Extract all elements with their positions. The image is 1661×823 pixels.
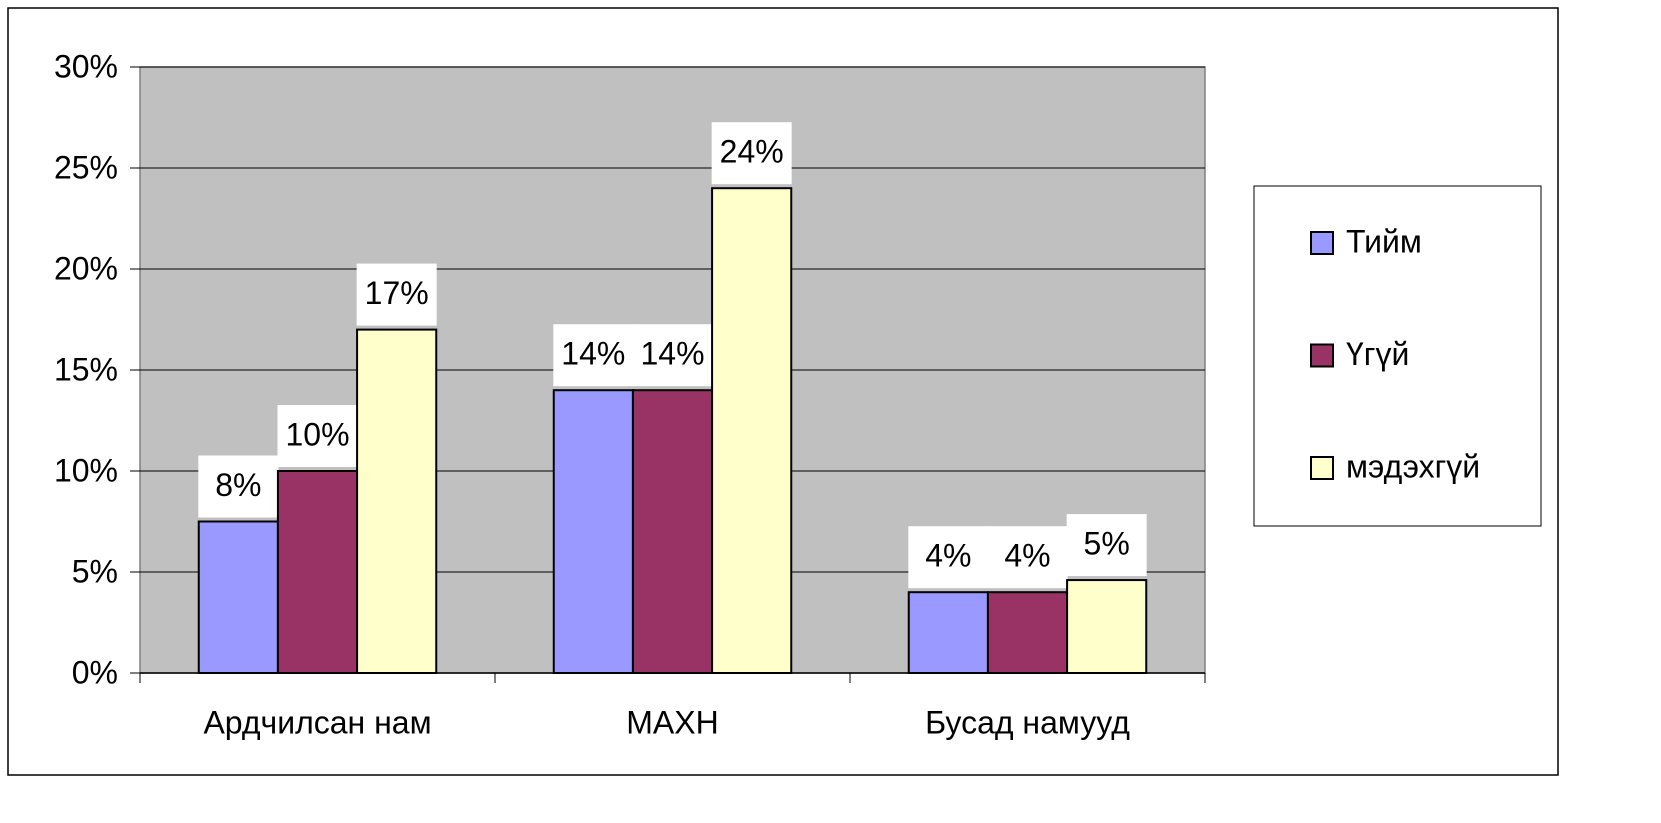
legend-label: мэдэхгүй xyxy=(1346,448,1480,484)
data-label: 8% xyxy=(215,467,261,503)
data-label: 17% xyxy=(365,275,429,311)
data-label: 10% xyxy=(285,416,349,452)
data-label: 24% xyxy=(720,134,784,170)
data-label-bg xyxy=(277,405,358,467)
y-tick-label: 15% xyxy=(54,351,118,387)
data-label-bg xyxy=(356,263,437,326)
data-label: 14% xyxy=(640,336,704,372)
x-tick-label: МАХН xyxy=(626,704,718,740)
legend-swatch xyxy=(1310,343,1334,368)
data-label-bg xyxy=(711,122,792,185)
y-tick-label: 25% xyxy=(54,149,118,185)
bar xyxy=(907,591,989,675)
y-tick-label: 20% xyxy=(54,250,118,286)
bar xyxy=(711,187,793,674)
data-label-bg xyxy=(553,324,634,387)
y-tick-label: 0% xyxy=(72,654,118,690)
data-label: 4% xyxy=(925,538,971,574)
legend-swatch xyxy=(1310,231,1334,255)
data-label-bg xyxy=(987,526,1068,589)
bar xyxy=(276,470,359,674)
bar xyxy=(356,328,438,674)
legend-label: Тийм xyxy=(1346,223,1422,259)
data-label-bg xyxy=(198,455,279,518)
y-tick-label: 30% xyxy=(54,48,118,84)
bar xyxy=(552,389,634,674)
data-label-bg xyxy=(632,324,713,387)
bar xyxy=(197,520,279,674)
legend-swatch xyxy=(1310,456,1334,480)
data-label: 14% xyxy=(561,336,625,372)
data-label: 4% xyxy=(1004,538,1050,574)
x-tick-label: Ардчилсан нам xyxy=(203,704,431,740)
data-label-bg xyxy=(1066,514,1147,577)
bar xyxy=(631,389,714,674)
legend-box xyxy=(1253,185,1542,527)
x-tick-label: Бусад намууд xyxy=(925,704,1130,740)
data-label: 5% xyxy=(1084,526,1130,562)
data-label-bg xyxy=(908,526,989,589)
y-tick-label: 5% xyxy=(72,553,118,589)
legend-label: Үгүй xyxy=(1346,336,1409,372)
bar xyxy=(986,591,1069,675)
bar xyxy=(1066,579,1148,675)
y-tick-label: 10% xyxy=(54,452,118,488)
